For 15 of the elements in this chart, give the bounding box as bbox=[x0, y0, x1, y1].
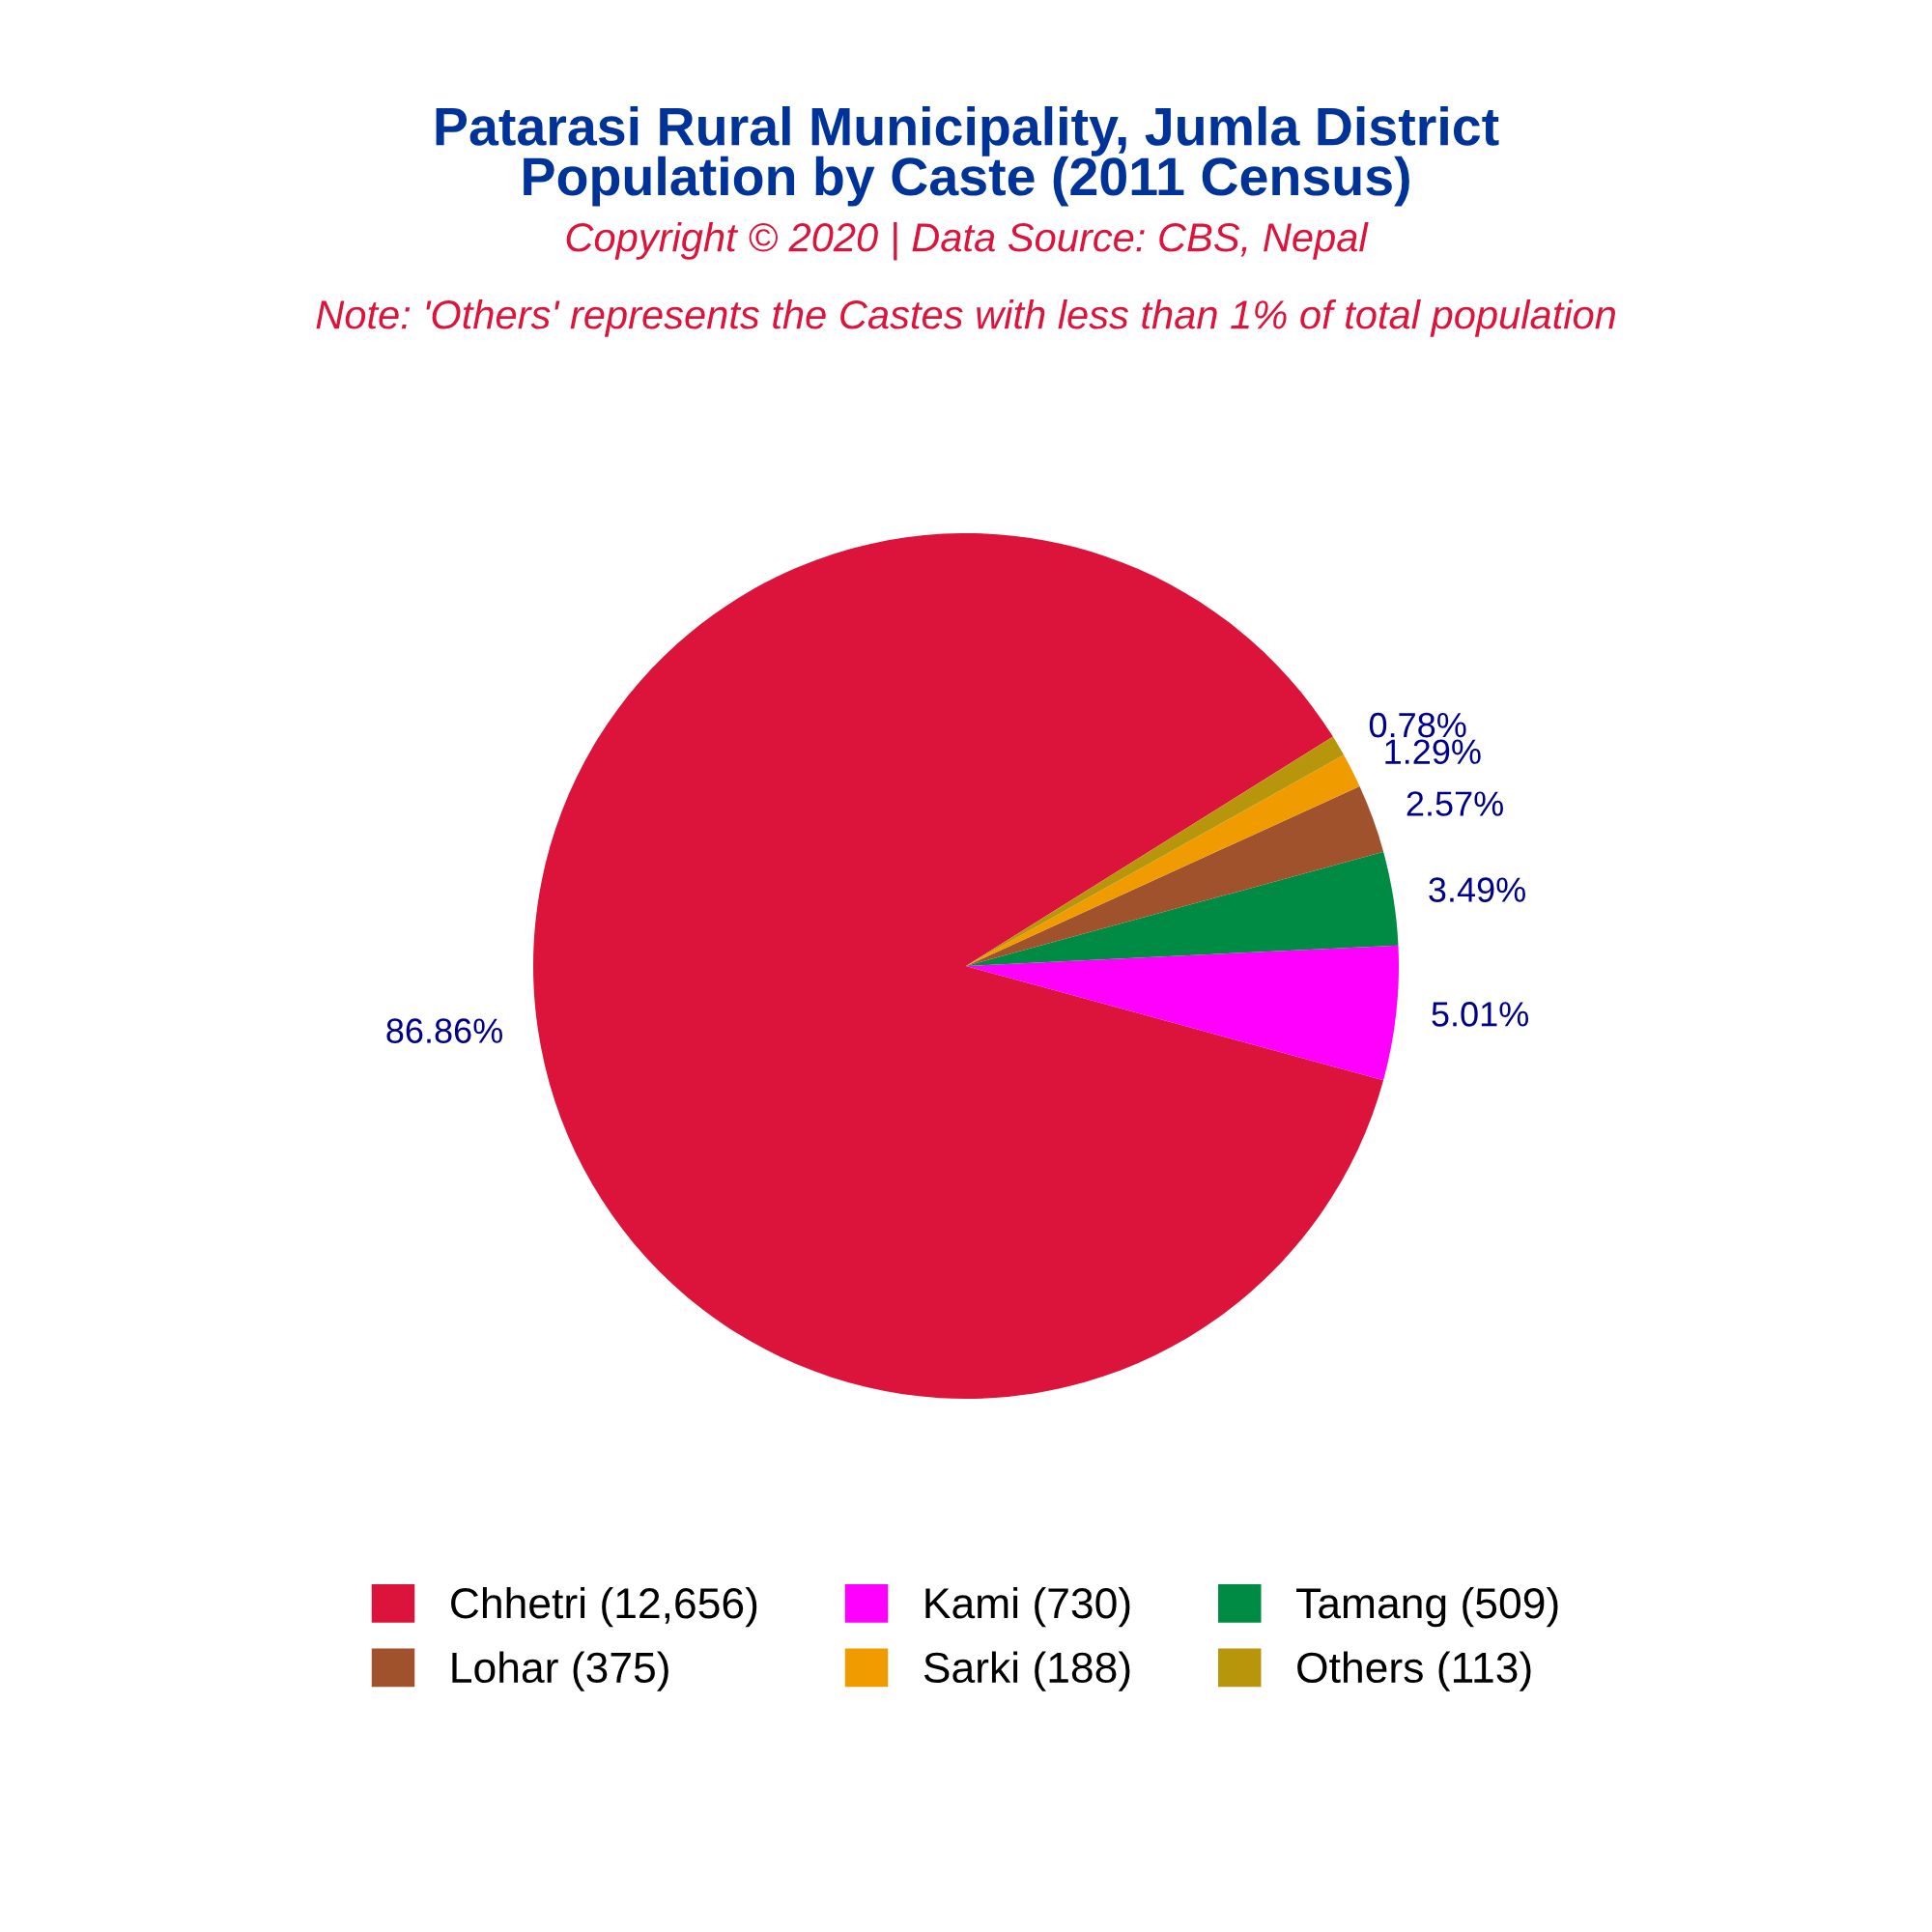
chart-title: Patarasi Rural Municipality, Jumla District Population by Caste (2011 Census) bbox=[436, 106, 1499, 207]
legend-label: Lohar (375) bbox=[452, 1651, 668, 1691]
legend-label: Others (113) bbox=[1297, 1651, 1531, 1691]
data-label: 1.29% bbox=[1385, 739, 1481, 765]
data-label: 2.57% bbox=[1406, 791, 1503, 816]
text: Note: 'Others' represents the Castes with less than 1% of total population bbox=[316, 299, 1615, 337]
data-label: 3.49% bbox=[1429, 877, 1525, 902]
data-label: 86.86% bbox=[386, 1018, 503, 1043]
legend-label: Kami (730) bbox=[925, 1586, 1130, 1628]
legend-label: Sarki (188) bbox=[923, 1651, 1130, 1691]
chart-subtitle: Copyright © 2020 | Data Source: CBS, Nepal bbox=[566, 222, 1369, 261]
legend-label: Tamang (509) bbox=[1296, 1586, 1558, 1628]
data-label: 0.78% bbox=[1369, 712, 1466, 738]
data-label: 5.01% bbox=[1432, 1002, 1529, 1027]
legend-label: Chhetri (12,656) bbox=[451, 1586, 757, 1628]
